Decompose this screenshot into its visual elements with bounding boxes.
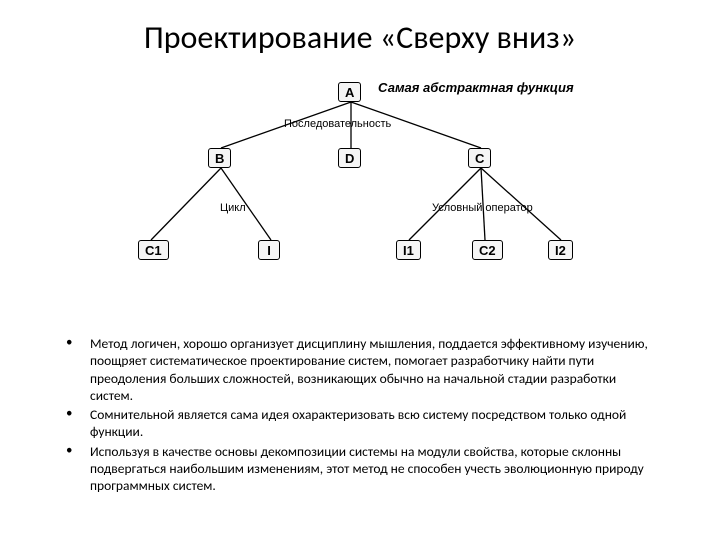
tree-diagram: Самая абстрактная функция A B D C C1 I I… xyxy=(110,70,610,305)
label-conditional: Условный оператор xyxy=(432,202,533,214)
bullet-item: Сомнительной является сама идея охаракте… xyxy=(62,406,662,441)
bullet-item: Метод логичен, хорошо организует дисципл… xyxy=(62,335,662,404)
node-A: A xyxy=(338,82,361,102)
node-B: B xyxy=(208,148,231,168)
slide-title: Проектирование «Сверху вниз» xyxy=(0,18,720,57)
bullet-list: Метод логичен, хорошо организует дисципл… xyxy=(62,335,662,496)
label-sequence: Последовательность xyxy=(284,118,391,130)
bullet-item: Используя в качестве основы декомпозиции… xyxy=(62,443,662,495)
node-C1: C1 xyxy=(138,240,169,260)
node-I1: I1 xyxy=(396,240,421,260)
node-C: C xyxy=(468,148,491,168)
node-D: D xyxy=(338,148,361,168)
node-I2: I2 xyxy=(548,240,573,260)
node-C2: C2 xyxy=(472,240,503,260)
label-loop: Цикл xyxy=(220,202,246,214)
top-annotation: Самая абстрактная функция xyxy=(378,80,574,95)
tree-edges xyxy=(110,70,610,305)
node-I: I xyxy=(258,240,280,260)
